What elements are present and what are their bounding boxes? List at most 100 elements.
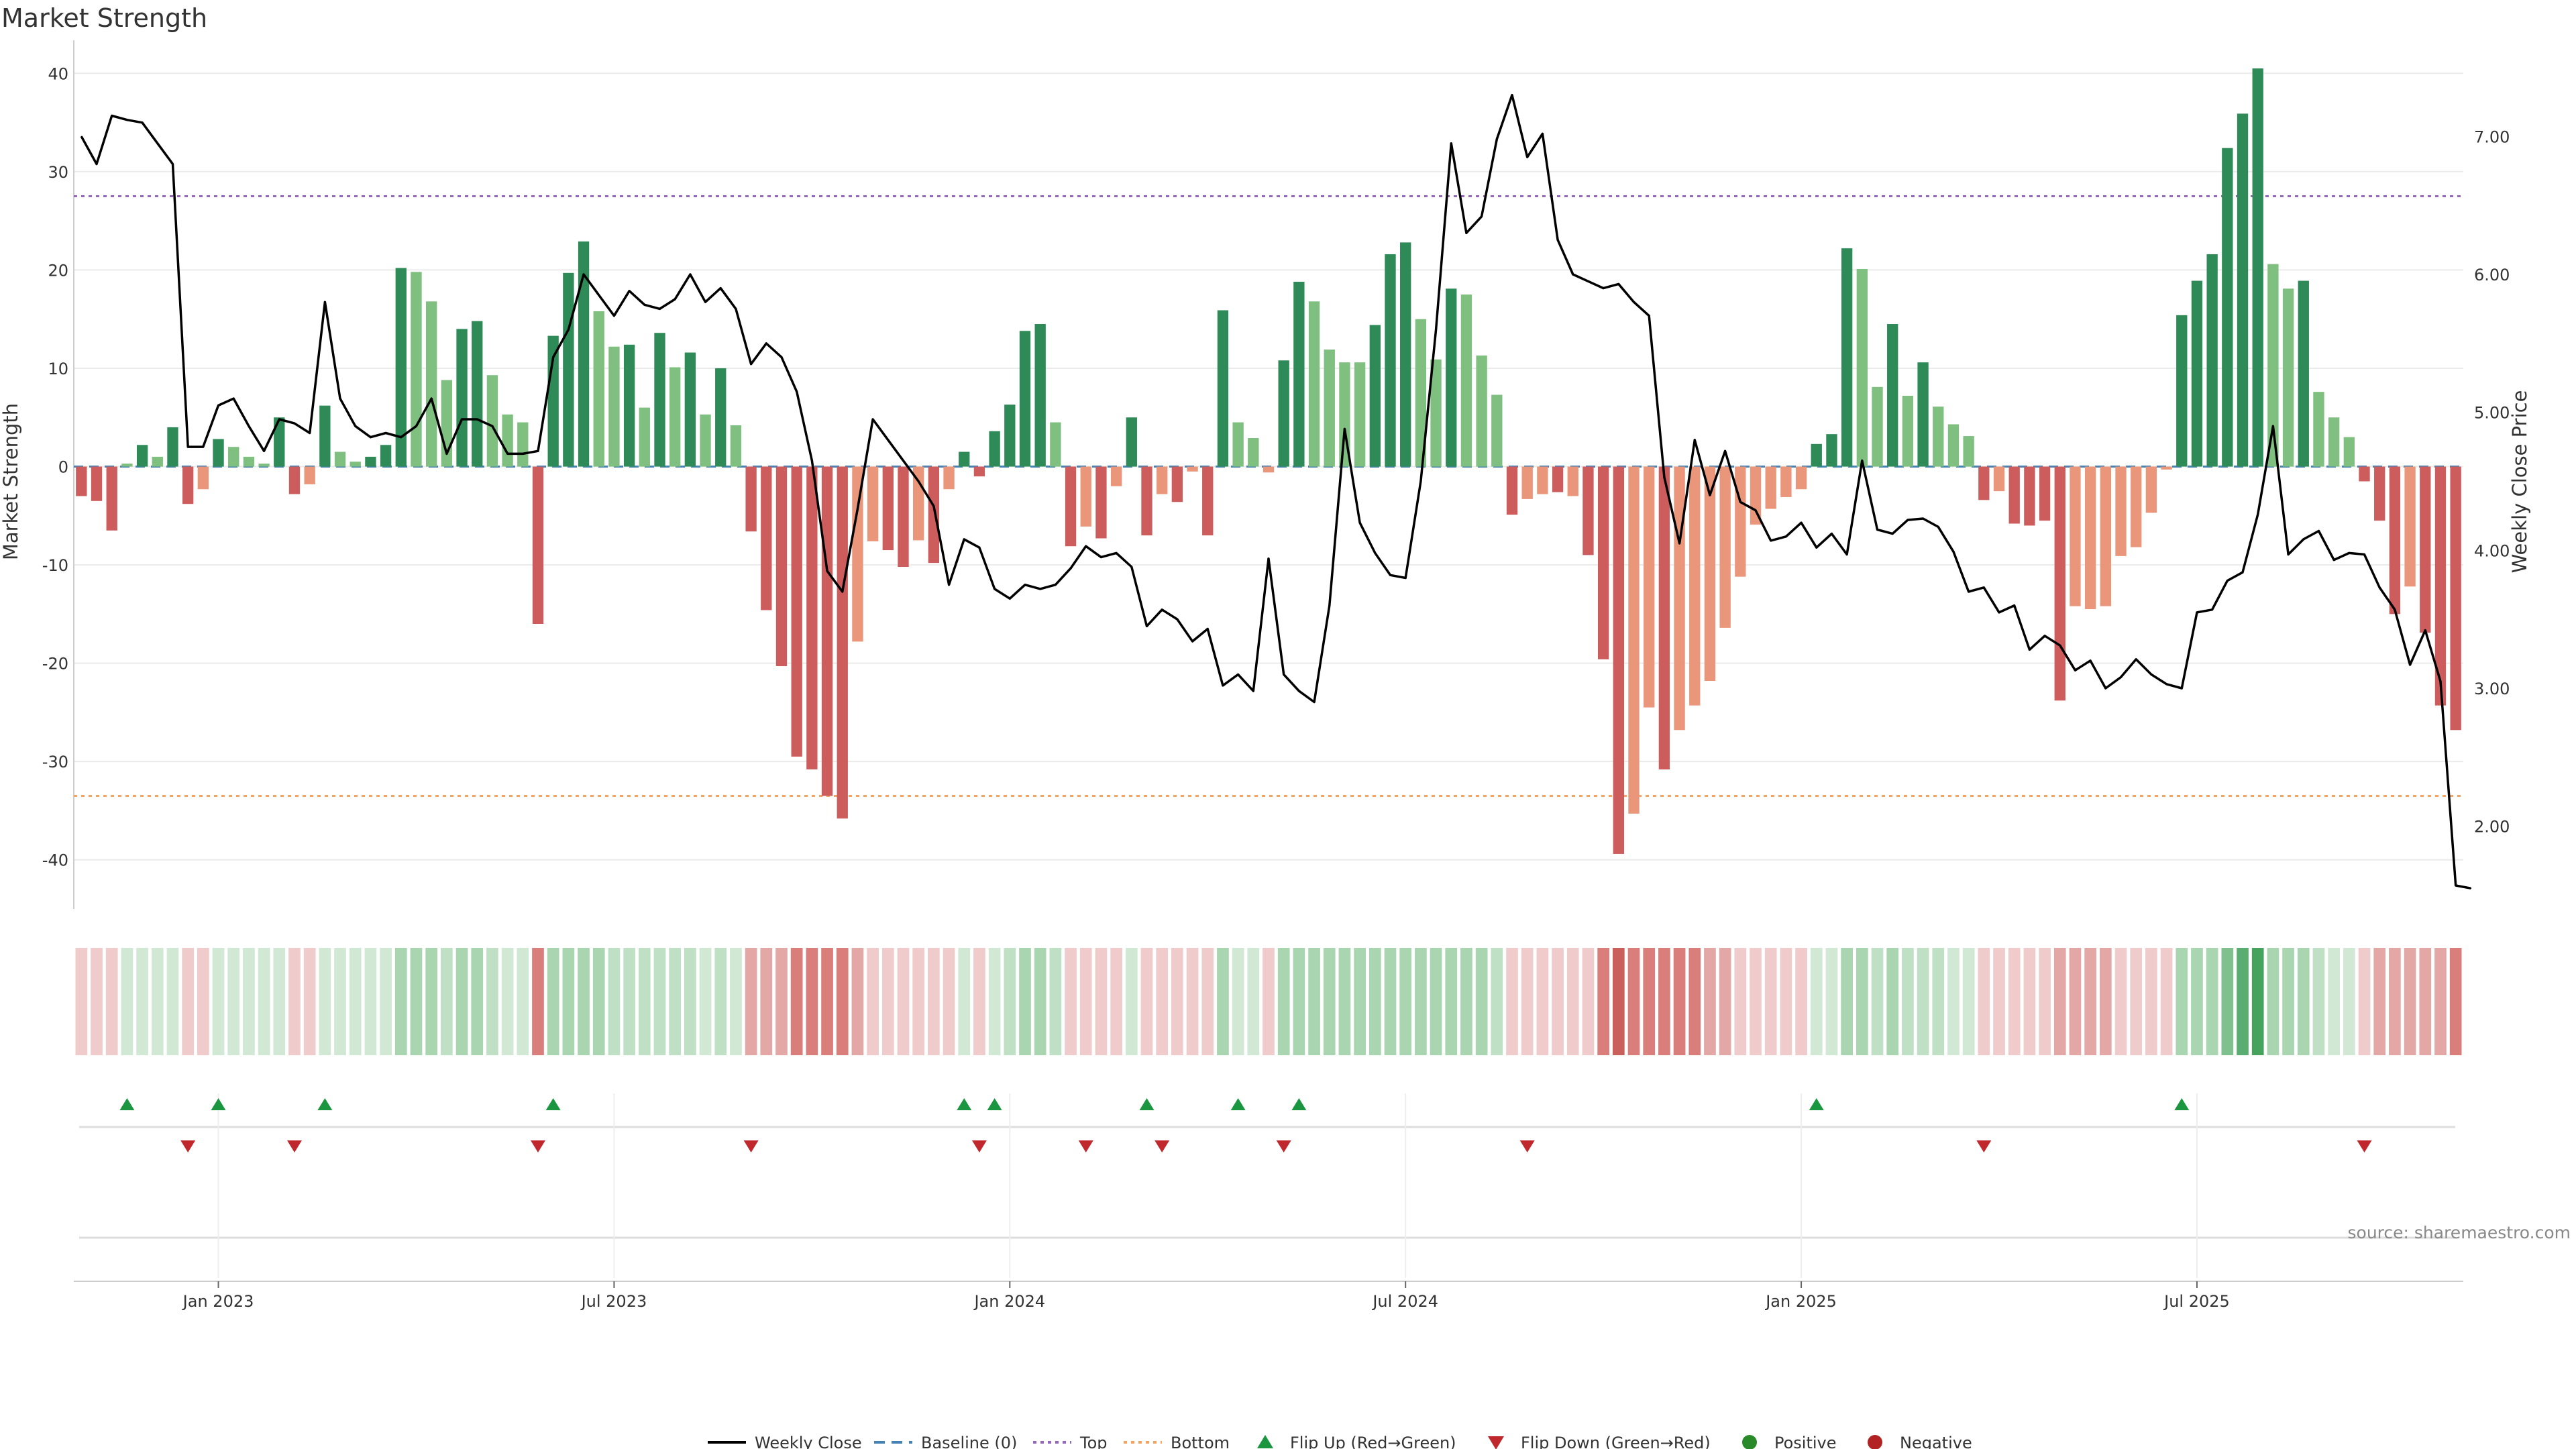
ribbon-cell <box>2449 948 2462 1055</box>
strength-bar <box>395 268 407 467</box>
weekly-close-point <box>278 419 280 420</box>
ribbon-cell <box>471 948 484 1055</box>
x-tick-label: Jan 2023 <box>182 1292 254 1311</box>
strength-bar <box>623 344 635 467</box>
ribbon-cell <box>394 948 407 1055</box>
flip-up-marker <box>545 1098 561 1110</box>
weekly-close-point <box>2135 658 2137 660</box>
flip-down-marker <box>1976 1140 1992 1152</box>
ribbon-cell <box>1841 948 1853 1055</box>
ribbon-cell <box>2297 948 2310 1055</box>
strength-bar <box>532 466 544 624</box>
weekly-close-point <box>446 453 447 455</box>
ribbon-cell <box>1673 948 1686 1055</box>
strength-bar <box>319 405 331 467</box>
weekly-close-point <box>1922 518 1924 519</box>
strength-bar <box>1628 466 1640 814</box>
strength-bar <box>91 466 103 501</box>
flip-up-marker <box>987 1098 1002 1110</box>
weekly-close-point <box>1694 439 1696 441</box>
ribbon-cell <box>806 948 818 1055</box>
weekly-close-point <box>172 163 174 165</box>
ribbon-cell <box>258 948 270 1055</box>
strength-bar <box>1993 466 2005 492</box>
ribbon-cell <box>212 948 225 1055</box>
ribbon-cell <box>197 948 209 1055</box>
ribbon-cell <box>182 948 195 1055</box>
y-tick-left-label: -10 <box>42 556 68 575</box>
strength-bar <box>639 407 650 467</box>
weekly-close-point <box>1892 533 1894 535</box>
strength-bar <box>1019 331 1031 467</box>
ribbon-cell <box>91 948 103 1055</box>
weekly-close-point <box>415 425 417 427</box>
y-axis-ticks: 40 30 20 10 0 -10 -20 -30 -40 7.00 6.00 5.00 4.00 3.0… <box>42 64 2510 869</box>
ribbon-cell <box>1475 948 1488 1055</box>
strength-bar <box>1400 242 1411 467</box>
weekly-close-point <box>1207 628 1209 630</box>
flip-up-marker <box>1809 1098 1824 1110</box>
weekly-close-point <box>1313 701 1315 703</box>
weekly-close-point <box>1359 522 1360 523</box>
strength-bar <box>2282 288 2294 467</box>
strength-bar <box>2328 417 2340 467</box>
weekly-close-point <box>2409 664 2411 665</box>
weekly-close-point <box>2029 649 2031 651</box>
weekly-close-point <box>1968 591 1970 592</box>
weekly-close-point <box>1572 274 1574 275</box>
weekly-close-point <box>781 356 782 358</box>
legend-negative-swatch <box>1868 1435 1882 1449</box>
y-tick-right-label: 6.00 <box>2474 266 2510 284</box>
weekly-close-point <box>1907 519 1909 521</box>
ribbon-cell <box>1217 948 1229 1055</box>
weekly-close-point <box>324 301 326 303</box>
weekly-close-point <box>1785 535 1787 537</box>
ribbon-cell <box>1521 948 1534 1055</box>
weekly-close-point <box>690 274 691 275</box>
weekly-close-point <box>1862 460 1863 462</box>
weekly-close-point <box>2196 612 2198 613</box>
weekly-close-point <box>2272 425 2274 427</box>
ribbon-cell <box>1825 948 1838 1055</box>
weekly-close-point <box>187 446 189 447</box>
ribbon-cell <box>2312 948 2325 1055</box>
strength-bar <box>2343 437 2355 467</box>
ribbon-cell <box>1658 948 1670 1055</box>
weekly-close-point <box>2363 553 2365 555</box>
strength-bar <box>1689 466 1701 706</box>
strength-bar <box>197 466 209 490</box>
ribbon-cell <box>1612 948 1625 1055</box>
strength-bar <box>350 462 361 467</box>
strength-bar <box>1537 466 1548 494</box>
weekly-close-point <box>2151 674 2152 676</box>
ribbon-cell <box>836 948 849 1055</box>
weekly-close-point <box>2424 629 2426 631</box>
ribbon-cell <box>75 948 88 1055</box>
flip-down-marker <box>180 1140 196 1152</box>
ribbon-cell <box>2114 948 2127 1055</box>
ribbon-cell <box>319 948 331 1055</box>
strength-bar <box>1597 466 1609 659</box>
strength-bar <box>2450 466 2461 731</box>
ribbon-cell <box>1171 948 1183 1055</box>
weekly-close-point <box>963 539 965 540</box>
weekly-close-point <box>1815 547 1817 549</box>
weekly-close-point <box>217 405 219 407</box>
weekly-close-point <box>598 294 600 296</box>
ribbon-cell <box>2008 948 2021 1055</box>
strength-bar <box>2145 466 2157 513</box>
weekly-close-point <box>1389 574 1391 576</box>
ribbon-cell <box>973 948 985 1055</box>
weekly-close-point <box>2288 553 2289 555</box>
ribbon-cell <box>1993 948 2005 1055</box>
weekly-close-point <box>309 432 311 434</box>
strength-bar <box>2024 466 2035 526</box>
ribbon-cell <box>2160 948 2173 1055</box>
weekly-close-point <box>796 391 798 392</box>
x-tick-label: Jul 2024 <box>1371 1292 1438 1311</box>
weekly-close-point <box>1252 690 1254 692</box>
strength-bar <box>2070 466 2081 606</box>
ribbon-cell <box>928 948 940 1055</box>
strength-bar <box>1902 396 1914 467</box>
flip-down-marker <box>1276 1140 1291 1152</box>
